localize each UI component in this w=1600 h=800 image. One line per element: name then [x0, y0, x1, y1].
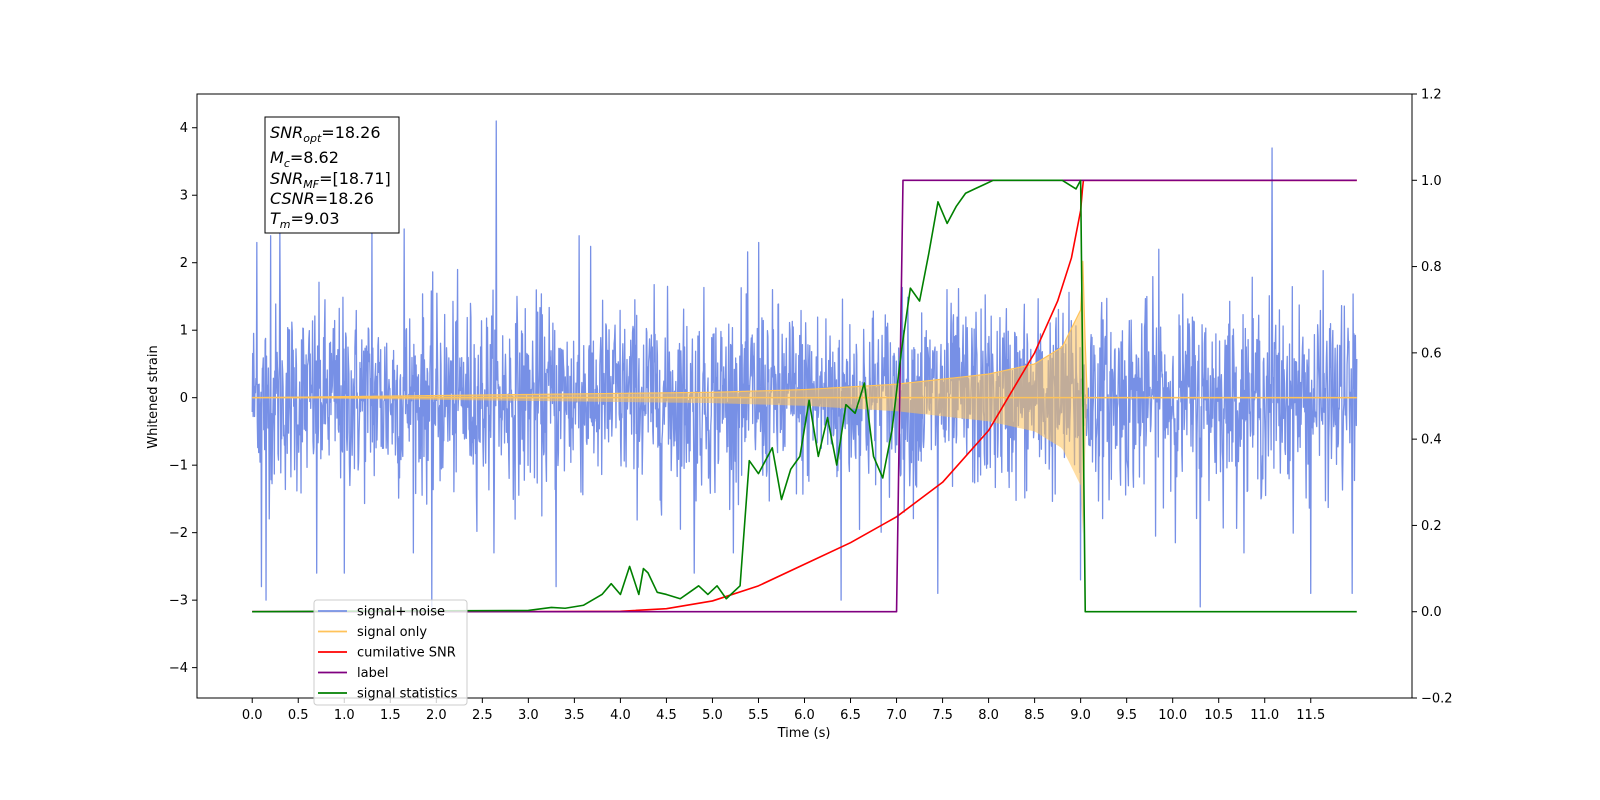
x-tick-label: 7.5	[932, 708, 953, 723]
legend-label: cumilative SNR	[357, 646, 456, 661]
x-tick-label: 4.0	[610, 708, 631, 723]
x-tick-label: 8.0	[978, 708, 999, 723]
annotation-value: =9.03	[291, 209, 340, 228]
x-tick-label: 2.5	[472, 708, 493, 723]
annotation-box: SNRopt=18.26Mc=8.62SNRMF=[18.71]CSNR=18.…	[264, 116, 400, 234]
y-tick-label: 1	[180, 324, 188, 339]
y-tick-label: −3	[169, 594, 188, 609]
legend-label: label	[357, 666, 388, 681]
legend-frame	[313, 599, 468, 706]
y-tick-label: 4	[180, 121, 188, 136]
x-tick-label: 6.5	[840, 708, 861, 723]
x-tick-label: 3.5	[564, 708, 585, 723]
annotation-base: M	[270, 148, 284, 167]
x-tick-label: 1.5	[380, 708, 401, 723]
y2-tick-label: 0.0	[1421, 605, 1442, 620]
x-tick-label: 8.5	[1024, 708, 1045, 723]
x-tick-label: 9.5	[1116, 708, 1137, 723]
annotation-subscript: MF	[303, 178, 319, 191]
x-tick-label: 4.5	[656, 708, 677, 723]
x-tick-label: 10.5	[1204, 708, 1233, 723]
annotation-line: Tm=9.03	[270, 209, 340, 231]
series-signal-statistics	[252, 179, 1357, 613]
legend-label: signal only	[357, 625, 427, 640]
x-tick-label: 0.5	[288, 708, 309, 723]
x-tick-label: 11.0	[1250, 708, 1279, 723]
annotation-base: CSNR	[270, 189, 315, 208]
y-tick-label: −1	[169, 459, 188, 474]
annotation-line: CSNR=18.26	[270, 189, 374, 208]
y-tick-label: −4	[169, 661, 188, 676]
y-tick-label: −2	[169, 526, 188, 541]
x-tick-label: 11.5	[1296, 708, 1325, 723]
legend-label: signal+ noise	[357, 605, 445, 620]
x-tick-label: 10.0	[1158, 708, 1187, 723]
x-tick-label: 7.0	[886, 708, 907, 723]
y2-tick-label: 0.6	[1421, 346, 1442, 361]
y2-tick-label: −0.2	[1421, 692, 1453, 707]
annotation-line: Mc=8.62	[270, 148, 339, 170]
y2-tick-label: 0.8	[1421, 260, 1442, 275]
annotation-subscript: opt	[303, 132, 322, 145]
legend: signal+ noise signal only cumilative SNR la…	[313, 599, 468, 706]
annotation-base: SNR	[270, 169, 303, 188]
y-tick-label: 2	[180, 256, 188, 271]
x-tick-label: 6.0	[794, 708, 815, 723]
x-tick-label: 0.0	[242, 708, 263, 723]
x-tick-label: 9.0	[1070, 708, 1091, 723]
annotation-subscript: m	[280, 218, 291, 231]
annotation-line: SNRMF=[18.71]	[270, 169, 391, 191]
annotation-value: =8.62	[290, 148, 339, 167]
annotation-value: =18.26	[321, 123, 380, 142]
annotation-subscript: c	[284, 157, 290, 170]
legend-label: signal statistics	[357, 687, 458, 702]
annotation-base: T	[270, 209, 281, 228]
x-tick-label: 3.0	[518, 708, 539, 723]
y-axis-title: Whitened strain	[146, 345, 161, 448]
y2-tick-label: 0.4	[1421, 433, 1442, 448]
x-axis-title: Time (s)	[777, 726, 831, 741]
x-tick-label: 1.0	[334, 708, 355, 723]
annotation-base: SNR	[270, 123, 303, 142]
y-tick-label: 3	[180, 189, 188, 204]
series-layer	[251, 120, 1358, 613]
x-tick-label: 5.5	[748, 708, 769, 723]
annotation-frame	[264, 116, 400, 234]
y2-tick-label: 0.2	[1421, 519, 1442, 534]
annotation-value: =[18.71]	[319, 169, 391, 188]
axes-layer: −4 −3 −2 −1 0 1 2 3 4 −0.2 0.0 0.2 0.4 0.6 0.8 1.0 1.2 0.…	[169, 88, 1453, 724]
y2-tick-label: 1.0	[1421, 174, 1442, 189]
x-tick-label: 2.0	[426, 708, 447, 723]
y2-tick-label: 1.2	[1421, 88, 1442, 103]
x-tick-label: 5.0	[702, 708, 723, 723]
y-tick-label: 0	[180, 391, 188, 406]
annotation-value: =18.26	[315, 189, 374, 208]
annotation-line: SNRopt=18.26	[270, 123, 381, 145]
